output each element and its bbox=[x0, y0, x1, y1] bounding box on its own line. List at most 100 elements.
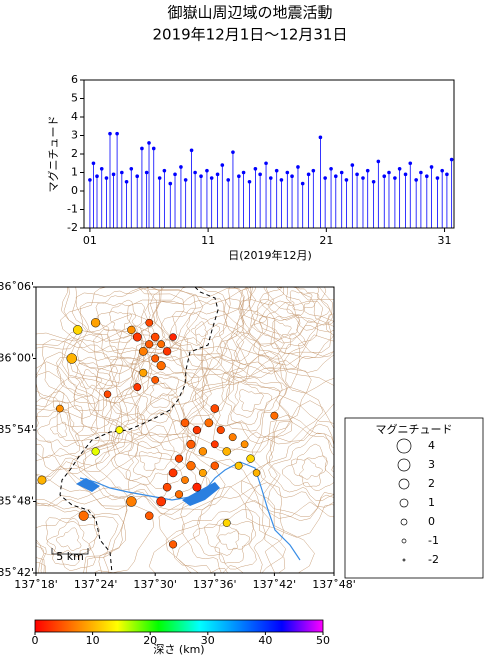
contour bbox=[67, 358, 118, 405]
quake bbox=[228, 433, 237, 442]
legend-label: 1 bbox=[428, 496, 435, 509]
stem-marker bbox=[419, 170, 423, 175]
stem-marker bbox=[189, 148, 194, 153]
stem-marker bbox=[274, 168, 279, 173]
legend-label: 0 bbox=[428, 515, 435, 528]
quake bbox=[162, 482, 172, 492]
contour bbox=[233, 287, 334, 375]
contour bbox=[253, 299, 318, 360]
y-tick-label: 5 bbox=[71, 92, 78, 105]
y-tick-label: 4 bbox=[71, 110, 78, 123]
quake bbox=[181, 476, 189, 484]
stem-marker bbox=[173, 172, 177, 177]
stem-marker bbox=[268, 176, 273, 180]
legend-symbol bbox=[399, 498, 409, 508]
stem-marker bbox=[168, 181, 173, 186]
quake bbox=[204, 418, 214, 428]
contour bbox=[299, 458, 323, 480]
contour bbox=[281, 443, 334, 492]
lake bbox=[182, 482, 220, 506]
legend-box bbox=[344, 417, 484, 579]
stem-marker bbox=[258, 172, 262, 177]
quake bbox=[55, 404, 64, 413]
stem-marker bbox=[144, 170, 149, 175]
x-tick-label: 21 bbox=[319, 234, 333, 247]
quake bbox=[192, 482, 202, 492]
stem-marker bbox=[151, 146, 156, 151]
contour bbox=[60, 287, 171, 365]
contour bbox=[149, 287, 269, 385]
stem-marker bbox=[205, 168, 209, 173]
stem-marker bbox=[231, 150, 235, 154]
contour bbox=[76, 393, 213, 515]
stem-marker bbox=[361, 176, 365, 180]
contour bbox=[181, 500, 266, 573]
x-tick-label: 137˚24' bbox=[74, 578, 118, 591]
contour bbox=[259, 314, 300, 350]
y-tick-label: 36˚00' bbox=[0, 352, 34, 365]
contour bbox=[95, 337, 208, 444]
contour bbox=[158, 482, 285, 573]
legend-label: -2 bbox=[428, 553, 439, 566]
contour bbox=[290, 455, 327, 488]
stem-marker bbox=[393, 176, 397, 180]
stem-marker bbox=[111, 172, 116, 177]
stem-marker bbox=[318, 135, 323, 140]
contour bbox=[176, 486, 286, 573]
contour bbox=[52, 337, 139, 419]
legend-label: 4 bbox=[428, 439, 435, 452]
y-tick-label: 35˚48' bbox=[0, 495, 34, 508]
scale-label: 5 km bbox=[56, 550, 84, 563]
legend-symbol bbox=[396, 438, 412, 454]
x-axis-label: 日(2019年12月) bbox=[228, 248, 312, 262]
quake bbox=[198, 447, 208, 456]
scale-bar bbox=[51, 548, 89, 555]
subtitle: 2019年12月1日～12月31日 bbox=[153, 26, 348, 44]
stem-marker bbox=[147, 141, 151, 145]
contour bbox=[259, 423, 334, 508]
stem-marker bbox=[329, 167, 333, 171]
contour bbox=[227, 375, 280, 426]
quake bbox=[180, 418, 190, 428]
quake bbox=[78, 510, 89, 521]
stem-marker bbox=[129, 167, 134, 171]
colorbar-tick-label: 30 bbox=[201, 634, 215, 647]
stem-marker bbox=[99, 167, 104, 171]
stem-marker bbox=[120, 170, 124, 175]
contour bbox=[140, 376, 180, 408]
stem-marker bbox=[290, 174, 294, 178]
contour bbox=[218, 530, 240, 551]
contour bbox=[225, 287, 334, 392]
legend-symbol bbox=[398, 478, 410, 490]
contour bbox=[130, 358, 200, 424]
quake bbox=[174, 454, 184, 463]
quake bbox=[139, 368, 148, 377]
quake bbox=[210, 404, 220, 413]
contour bbox=[36, 313, 153, 450]
stem-marker bbox=[365, 168, 370, 173]
x-tick-label: 31 bbox=[438, 234, 452, 247]
stem-marker bbox=[355, 172, 359, 177]
y-tick-label: 36˚06' bbox=[0, 280, 34, 293]
contour bbox=[182, 331, 324, 454]
y-tick-label: 0 bbox=[71, 184, 78, 197]
quake bbox=[156, 496, 167, 507]
quake bbox=[126, 496, 137, 507]
contour bbox=[172, 310, 228, 356]
quake bbox=[234, 461, 243, 470]
x-tick-label: 137˚48' bbox=[312, 578, 356, 591]
stem-marker bbox=[408, 161, 413, 166]
quake bbox=[138, 347, 148, 356]
quake bbox=[127, 325, 136, 335]
legend-symbol bbox=[400, 518, 408, 526]
contour bbox=[289, 290, 313, 311]
contour bbox=[195, 287, 334, 394]
stem-marker bbox=[300, 181, 305, 186]
contour bbox=[109, 311, 132, 331]
colorbar-tick-label: 0 bbox=[32, 634, 39, 647]
legend-label: 3 bbox=[428, 458, 435, 471]
quake bbox=[186, 461, 196, 471]
stem-marker bbox=[279, 178, 284, 182]
quake bbox=[210, 440, 219, 449]
